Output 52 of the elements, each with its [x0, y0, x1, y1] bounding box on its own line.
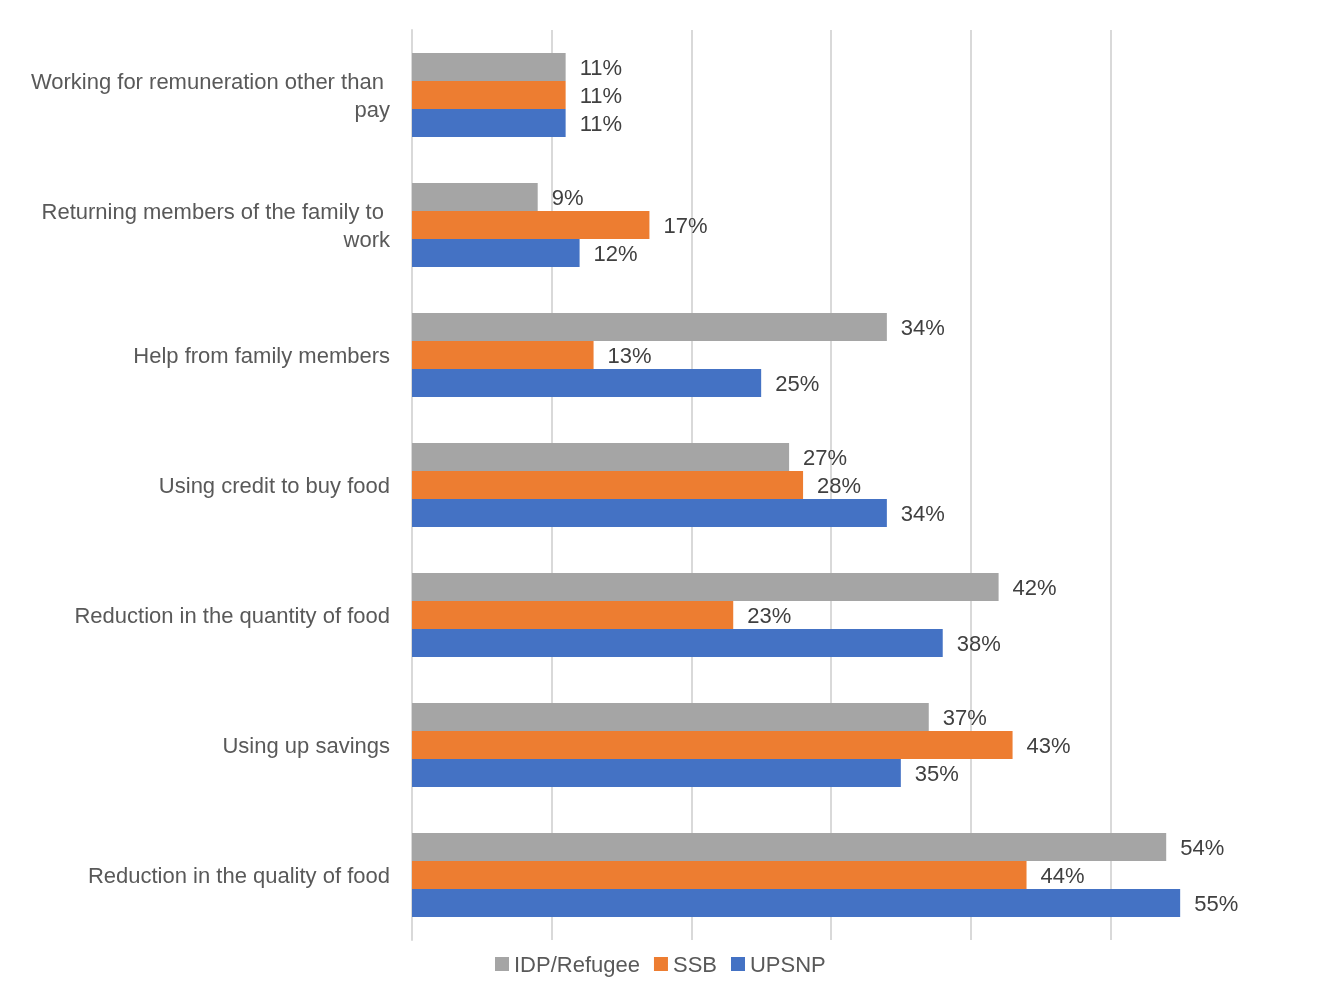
- y-tick-label: Returning members of the family to work: [41, 198, 391, 252]
- bar: [412, 889, 1181, 917]
- y-tick-label: Reduction in the quality of food: [87, 862, 390, 888]
- y-tick-label: Help from family members: [133, 342, 390, 368]
- data-label: 11%: [579, 82, 623, 108]
- bar: [412, 313, 887, 341]
- data-label: 38%: [956, 630, 1001, 656]
- legend-label: SSB: [672, 951, 717, 977]
- data-label: 34%: [900, 500, 945, 526]
- bar: [412, 211, 650, 239]
- bar: [412, 499, 887, 527]
- y-tick-label: Reduction in the quantity of food: [74, 602, 390, 628]
- data-label: 42%: [1012, 574, 1057, 600]
- data-label: 27%: [803, 444, 848, 470]
- data-label: 43%: [1026, 732, 1071, 758]
- bar: [412, 573, 999, 601]
- data-label: 13%: [607, 342, 652, 368]
- bar: [412, 601, 734, 629]
- data-label: 23%: [747, 602, 792, 628]
- data-label: 28%: [817, 472, 862, 498]
- bar: [412, 759, 901, 787]
- bar: [412, 471, 804, 499]
- bar: [412, 53, 566, 81]
- y-tick-label: Working for remuneration other than pay: [30, 68, 390, 122]
- data-label: 54%: [1180, 834, 1225, 860]
- data-label: 9%: [551, 184, 584, 210]
- y-tick-label: Using up savings: [222, 732, 390, 758]
- legend-label: UPSNP: [749, 951, 826, 977]
- data-label: 34%: [900, 314, 945, 340]
- bar: [412, 341, 594, 369]
- bar: [412, 731, 1013, 759]
- data-label: 44%: [1040, 862, 1085, 888]
- data-label: 25%: [775, 370, 820, 396]
- data-label: 11%: [579, 54, 623, 80]
- data-label: 35%: [914, 760, 959, 786]
- data-label: 11%: [579, 110, 623, 136]
- bar: [412, 239, 580, 267]
- bar: [412, 81, 566, 109]
- bar: [412, 183, 538, 211]
- bar: [412, 703, 929, 731]
- bar: [412, 629, 943, 657]
- data-label: 17%: [663, 212, 708, 238]
- bar: [412, 369, 762, 397]
- legend-label: IDP/Refugee: [514, 951, 640, 977]
- bar: [412, 443, 790, 471]
- data-label: 12%: [593, 240, 638, 266]
- bar: [412, 833, 1167, 861]
- bar: [412, 861, 1027, 889]
- data-label: 55%: [1194, 890, 1239, 916]
- y-tick-label: Using credit to buy food: [158, 472, 390, 498]
- data-label: 37%: [942, 704, 987, 730]
- bar: [412, 109, 566, 137]
